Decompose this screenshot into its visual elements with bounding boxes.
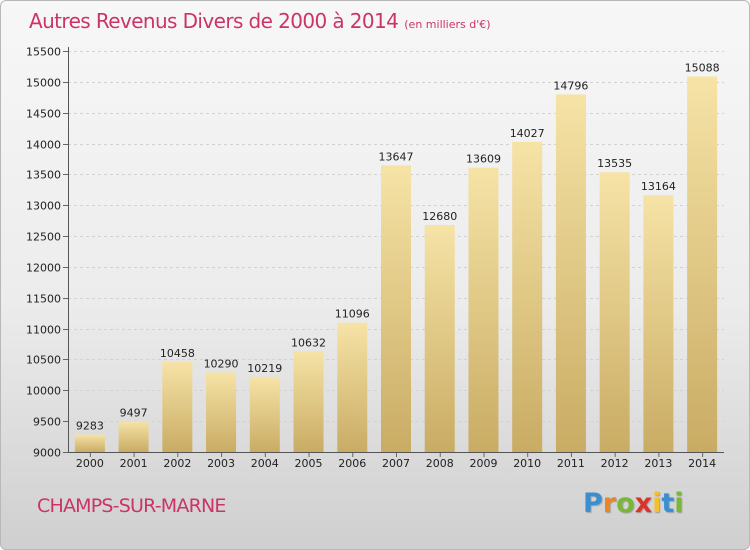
value-label: 10458: [160, 347, 195, 360]
chart-subtitle: (en milliers d'€): [404, 18, 491, 31]
logo-letter: t: [661, 488, 675, 519]
bar-2008: [424, 224, 455, 452]
y-tick-label: 13500: [26, 169, 61, 182]
value-label: 10290: [204, 357, 239, 370]
axes: [68, 47, 724, 457]
y-tick-label: 9000: [33, 447, 61, 460]
x-tick-label: 2012: [601, 457, 629, 470]
bar-2001: [118, 421, 149, 452]
y-tick-label: 15000: [26, 77, 61, 90]
chart-title-text: Autres Revenus Divers de 2000 à 2014: [29, 9, 399, 33]
bar-2004: [249, 376, 280, 452]
value-label: 15088: [685, 61, 720, 74]
x-tick-label: 2014: [688, 457, 716, 470]
value-label: 10632: [291, 336, 326, 349]
bar-2010: [512, 141, 543, 452]
x-tick-label: 2004: [251, 457, 279, 470]
value-label: 9283: [76, 420, 104, 433]
bar-2013: [643, 195, 674, 453]
logo-letter: o: [616, 488, 635, 519]
x-tick-label: 2005: [295, 457, 323, 470]
logo-letter: i: [652, 488, 662, 519]
value-label: 12680: [422, 210, 457, 223]
value-label: 14027: [510, 127, 545, 140]
x-tick-label: 2003: [207, 457, 235, 470]
x-tick-label: 2009: [469, 457, 497, 470]
value-label: 13535: [597, 157, 632, 170]
bar-2014: [687, 76, 718, 452]
x-tick-label: 2000: [76, 457, 104, 470]
bar-2003: [206, 372, 237, 452]
y-tick-label: 10500: [26, 354, 61, 367]
bar-2006: [337, 322, 368, 452]
logo-letter: r: [602, 488, 617, 519]
bar-2009: [468, 167, 499, 452]
y-tick-label: 14500: [26, 108, 61, 121]
x-tick-label: 2010: [513, 457, 541, 470]
y-tick-label: 9500: [33, 416, 61, 429]
y-tick-labels: 9000 9500 10000 10500 11000 11500 12000 12500 13…: [26, 46, 61, 460]
value-label: 10219: [247, 362, 282, 375]
bar-2012: [599, 172, 630, 452]
logo-letter: x: [634, 488, 653, 519]
x-tick-label: 2007: [382, 457, 410, 470]
y-tick-label: 11500: [26, 293, 61, 306]
x-tick-labels: 2000 2001 2002 2003 2004 2005 2006 2007 2008 2009…: [76, 457, 716, 470]
y-tick-label: 14000: [26, 139, 61, 152]
x-tick-label: 2011: [557, 457, 585, 470]
chart-title: Autres Revenus Divers de 2000 à 2014 (en …: [29, 9, 491, 33]
bar-2002: [162, 362, 193, 452]
bars: [74, 76, 718, 453]
logo-letter: i: [674, 488, 684, 519]
value-label: 13164: [641, 180, 676, 193]
y-tick-label: 11000: [26, 324, 61, 337]
y-tick-label: 10000: [26, 385, 61, 398]
value-label: 13609: [466, 153, 501, 166]
x-tick-label: 2002: [163, 457, 191, 470]
value-label: 11096: [335, 308, 370, 321]
y-tick-label: 12500: [26, 231, 61, 244]
x-tick-label: 2006: [338, 457, 366, 470]
bar-2005: [293, 351, 324, 452]
proxiti-logo: Proxiti: [583, 488, 684, 519]
value-label: 9497: [120, 406, 148, 419]
city-name: CHAMPS-SUR-MARNE: [37, 495, 226, 517]
logo-letter: P: [583, 488, 603, 519]
x-tick-label: 2001: [120, 457, 148, 470]
bar-2000: [74, 434, 105, 452]
value-labels: 9283 9497 10458 10290 10219 10632 11096 13647 12…: [76, 61, 720, 432]
y-tick-label: 15500: [26, 46, 61, 59]
bar-2011: [555, 94, 586, 452]
x-tick-label: 2013: [644, 457, 672, 470]
y-tick-label: 12000: [26, 262, 61, 275]
bar-2007: [381, 165, 411, 452]
y-tick-label: 13000: [26, 200, 61, 213]
value-label: 13647: [379, 150, 414, 163]
x-tick-label: 2008: [426, 457, 454, 470]
value-label: 14796: [553, 79, 588, 92]
